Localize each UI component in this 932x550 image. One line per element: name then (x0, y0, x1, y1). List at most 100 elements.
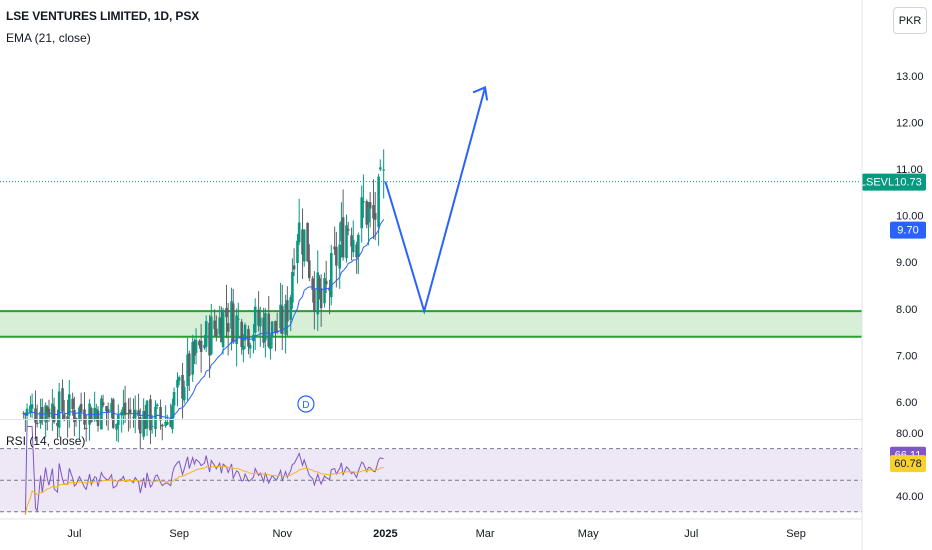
symbol-title[interactable]: LSE VENTURES LIMITED, 1D, PSX (6, 9, 200, 23)
candle-body (289, 297, 293, 320)
time-tick-label: 2025 (373, 528, 397, 540)
candle-body (311, 278, 314, 290)
candle-body (132, 416, 135, 418)
last-price-name: LSEVL (860, 177, 894, 189)
time-tick-label: Mar (476, 528, 495, 540)
time-tick-label: Sep (169, 528, 189, 540)
last-price-name-badge (862, 173, 892, 191)
candle-body (106, 408, 110, 413)
candle-body (186, 354, 189, 386)
candle-body (95, 409, 98, 413)
candle-body (267, 313, 271, 347)
candle-body (235, 315, 238, 345)
candle-body (176, 379, 179, 388)
ema-legend[interactable]: EMA (21, close) (6, 31, 91, 45)
pane-separator[interactable] (0, 419, 862, 420)
candle-body (73, 409, 76, 423)
candle-body (105, 406, 108, 412)
candle-body (262, 317, 265, 343)
candle-body (39, 411, 42, 424)
projection-arrowhead (472, 86, 489, 101)
candle-body (110, 402, 113, 412)
candle-body (335, 246, 338, 266)
candle-body (291, 272, 294, 303)
candle-body (257, 309, 260, 326)
candle-body (193, 341, 196, 356)
candle-body (237, 318, 240, 320)
price-tick-label: 10.00 (896, 211, 924, 223)
candle-body (274, 321, 277, 333)
candle-body (231, 303, 235, 343)
candle-body (137, 410, 140, 416)
rsi-tick-label: 80.00 (896, 428, 924, 440)
candle-body (149, 399, 152, 431)
candle-body (240, 321, 243, 347)
main-price-pane[interactable]: D (0, 86, 862, 453)
candle-body (333, 246, 336, 250)
candle-body (159, 407, 162, 421)
candle-body (47, 408, 51, 418)
price-tick-label: 9.00 (896, 257, 917, 269)
candle-body (115, 423, 118, 430)
price-tick-label: 8.00 (896, 304, 917, 316)
candle-body (164, 422, 167, 426)
candle-body (182, 387, 186, 401)
time-tick-label: Jul (684, 528, 698, 540)
candle-body (373, 213, 377, 220)
candle-body (372, 205, 375, 219)
candle-body (345, 225, 348, 259)
candle-body (209, 316, 213, 355)
candle-body (350, 235, 353, 247)
candle-body (29, 405, 32, 413)
candle-body (93, 407, 96, 420)
candle-body (35, 422, 39, 424)
ema-line (23, 219, 385, 419)
candle-body (34, 408, 37, 423)
candle-body (46, 406, 49, 413)
candle-body (382, 169, 385, 171)
candle-body (155, 404, 159, 407)
price-axis[interactable]: 6.00 7.00 8.00 9.00 10.00 11.00 12.00 13.00 40.0… (860, 0, 926, 550)
candle-body (292, 265, 296, 270)
rsi-line (24, 426, 384, 516)
ema-value: 9.70 (897, 225, 918, 237)
ema-badge (890, 221, 926, 239)
candle-body (203, 344, 206, 348)
candle-body (213, 320, 216, 329)
last-price-value: 10.73 (894, 177, 922, 189)
price-tick-label: 7.00 (896, 350, 917, 362)
candle-body (122, 407, 125, 412)
candle-body (169, 419, 173, 427)
candle-body (150, 426, 154, 428)
candle-body (204, 321, 208, 347)
time-axis[interactable]: Jul Sep Nov 2025 Mar May Jul Sep (0, 518, 862, 540)
candle-body (71, 398, 74, 409)
candle-body (215, 328, 218, 337)
candle-body (30, 404, 34, 409)
candle-body (253, 306, 257, 333)
time-tick-label: May (578, 528, 599, 540)
candle-body (243, 324, 247, 341)
candle-body (230, 301, 233, 329)
candle-body (248, 344, 252, 349)
candle-body (247, 328, 250, 347)
candle-body (61, 388, 64, 412)
candle-body (346, 228, 350, 231)
candle-body (316, 272, 320, 315)
candle-body (221, 309, 225, 348)
candle-body (286, 300, 289, 322)
candle-body (362, 201, 365, 203)
candle-body (368, 202, 372, 209)
candle-body (318, 278, 321, 292)
rsi-legend[interactable]: RSI (14, close) (6, 434, 86, 448)
candle-body (264, 313, 267, 341)
rsi-pane[interactable] (0, 426, 862, 516)
candle-body (324, 280, 328, 285)
candle-body (323, 278, 326, 304)
candle-body (225, 307, 228, 318)
candle-body (319, 288, 323, 309)
currency-button[interactable]: PKR (893, 7, 927, 34)
rsi-ma-badge (890, 455, 926, 473)
candle-body (160, 424, 164, 427)
